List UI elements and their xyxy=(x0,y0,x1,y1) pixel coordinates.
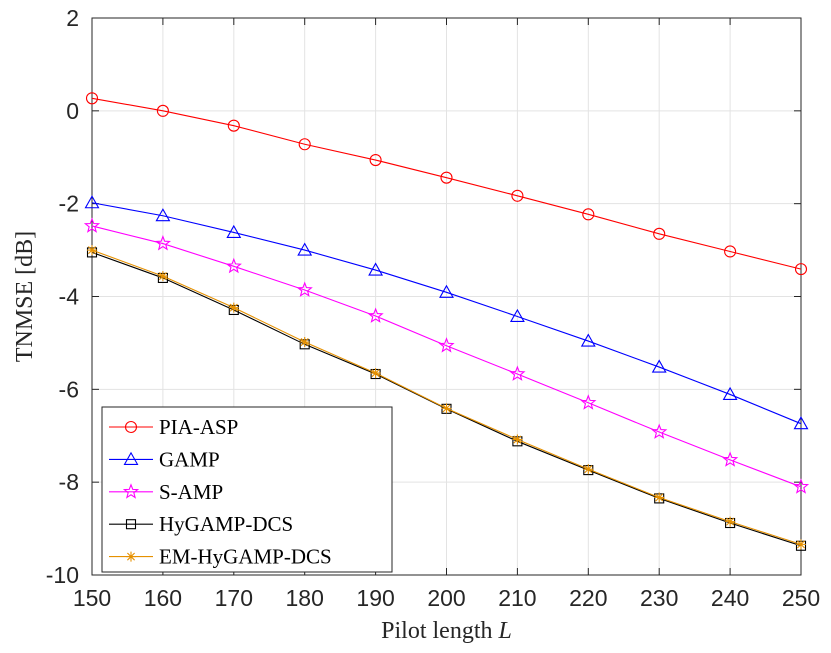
y-tick-label: -6 xyxy=(59,376,79,402)
x-tick-label: 240 xyxy=(711,585,749,611)
legend-marker-s-amp xyxy=(122,483,140,499)
series-line-pia-asp xyxy=(91,97,802,270)
data-point-pia-asp xyxy=(298,138,311,151)
data-point-pia-asp xyxy=(440,171,453,184)
legend-marker-hygamp-dcs xyxy=(125,519,137,530)
data-point-pia-asp xyxy=(794,263,808,276)
x-tick-label: 250 xyxy=(782,585,820,611)
data-point-em-hygamp-dcs xyxy=(512,434,523,445)
legend-label-s-amp: S-AMP xyxy=(159,480,223,504)
data-point-em-hygamp-dcs xyxy=(441,403,452,414)
data-point-s-amp xyxy=(651,423,668,439)
legend: PIA-ASP GAMP S-AMP HyGAMP-DCS EM-HyGAMP-DCS xyxy=(101,406,393,573)
x-tick-label: 190 xyxy=(356,585,394,611)
data-point-gamp xyxy=(722,386,738,400)
legend-item-hygamp-dcs: HyGAMP-DCS xyxy=(109,512,293,536)
data-point-em-hygamp-dcs xyxy=(370,368,381,379)
data-point-pia-asp xyxy=(724,245,737,258)
data-point-s-amp xyxy=(580,394,597,410)
x-tick-label: 150 xyxy=(73,585,111,611)
data-point-gamp xyxy=(226,224,242,238)
data-point-em-hygamp-dcs xyxy=(583,464,594,475)
y-axis-label: TNMSE [dB] xyxy=(12,231,38,362)
x-tick-label: 160 xyxy=(144,585,182,611)
x-axis-label-variable: L xyxy=(497,618,511,644)
x-axis-label: Pilot length L xyxy=(381,618,512,644)
y-tick-label: -10 xyxy=(46,562,79,588)
series-line-s-amp xyxy=(91,225,802,488)
data-point-gamp xyxy=(651,359,667,373)
x-tick-label: 220 xyxy=(569,585,607,611)
legend-marker-em-hygamp-dcs xyxy=(126,551,136,562)
x-tick-label: 230 xyxy=(640,585,678,611)
data-point-gamp xyxy=(368,262,384,276)
data-point-pia-asp xyxy=(85,92,99,105)
legend-marker-pia-asp xyxy=(124,420,138,434)
data-point-s-amp xyxy=(225,257,242,274)
x-tick-label: 170 xyxy=(215,585,253,611)
legend-label-gamp: GAMP xyxy=(159,447,220,471)
y-tick-label: -8 xyxy=(59,469,79,495)
legend-label-em-hygamp-dcs: EM-HyGAMP-DCS xyxy=(159,545,332,569)
data-point-pia-asp xyxy=(227,119,240,132)
series-s-amp xyxy=(83,217,810,494)
x-axis-label-text: Pilot length xyxy=(381,618,492,644)
legend-box xyxy=(101,406,393,573)
data-point-gamp xyxy=(439,284,454,298)
data-point-s-amp xyxy=(154,235,172,251)
series-em-hygamp-dcs xyxy=(87,245,806,550)
data-point-s-amp xyxy=(438,337,455,353)
data-point-em-hygamp-dcs xyxy=(87,245,97,256)
legend-item-em-hygamp-dcs: EM-HyGAMP-DCS xyxy=(109,545,332,569)
data-point-em-hygamp-dcs xyxy=(299,336,310,347)
data-point-em-hygamp-dcs xyxy=(228,302,239,313)
y-tick-label: 2 xyxy=(66,5,79,31)
data-point-pia-asp xyxy=(156,104,169,117)
y-tick-label: -2 xyxy=(59,191,79,217)
series-pia-asp xyxy=(85,92,808,276)
data-point-s-amp xyxy=(509,365,526,381)
legend-item-pia-asp: PIA-ASP xyxy=(109,415,238,439)
x-tick-label: 210 xyxy=(498,585,536,611)
legend-label-hygamp-dcs: HyGAMP-DCS xyxy=(159,512,293,536)
data-point-em-hygamp-dcs xyxy=(654,492,665,503)
data-point-pia-asp xyxy=(369,153,382,167)
data-point-s-amp xyxy=(83,217,101,233)
data-point-pia-asp xyxy=(511,189,524,202)
data-point-gamp xyxy=(509,308,525,323)
data-point-gamp xyxy=(793,416,809,430)
data-point-em-hygamp-dcs xyxy=(796,539,806,550)
data-point-em-hygamp-dcs xyxy=(725,516,736,527)
data-point-gamp xyxy=(297,242,313,256)
data-point-pia-asp xyxy=(582,208,595,221)
legend-marker-gamp xyxy=(123,451,139,465)
data-point-gamp xyxy=(155,208,171,222)
y-tick-label: -4 xyxy=(59,284,80,310)
data-point-s-amp xyxy=(296,281,313,297)
series-line-gamp xyxy=(91,202,802,425)
series-layer xyxy=(83,92,810,551)
data-point-s-amp xyxy=(367,307,384,323)
x-tick-label: 200 xyxy=(427,585,465,611)
data-point-s-amp xyxy=(792,478,810,494)
legend-item-s-amp: S-AMP xyxy=(109,480,223,504)
data-point-em-hygamp-dcs xyxy=(157,271,168,282)
legend-label-pia-asp: PIA-ASP xyxy=(159,415,238,439)
legend-item-gamp: GAMP xyxy=(109,447,220,471)
y-tick-label: 0 xyxy=(66,98,79,124)
series-gamp xyxy=(84,195,809,430)
axis-ticks: 150 160 170 180 190 200 210 220 230 240 250 2 0 -2 -4 -… xyxy=(46,5,820,611)
data-point-gamp xyxy=(580,333,596,347)
data-point-gamp xyxy=(84,195,100,209)
data-point-s-amp xyxy=(721,451,739,467)
x-tick-label: 180 xyxy=(286,585,324,611)
data-point-pia-asp xyxy=(653,227,666,240)
